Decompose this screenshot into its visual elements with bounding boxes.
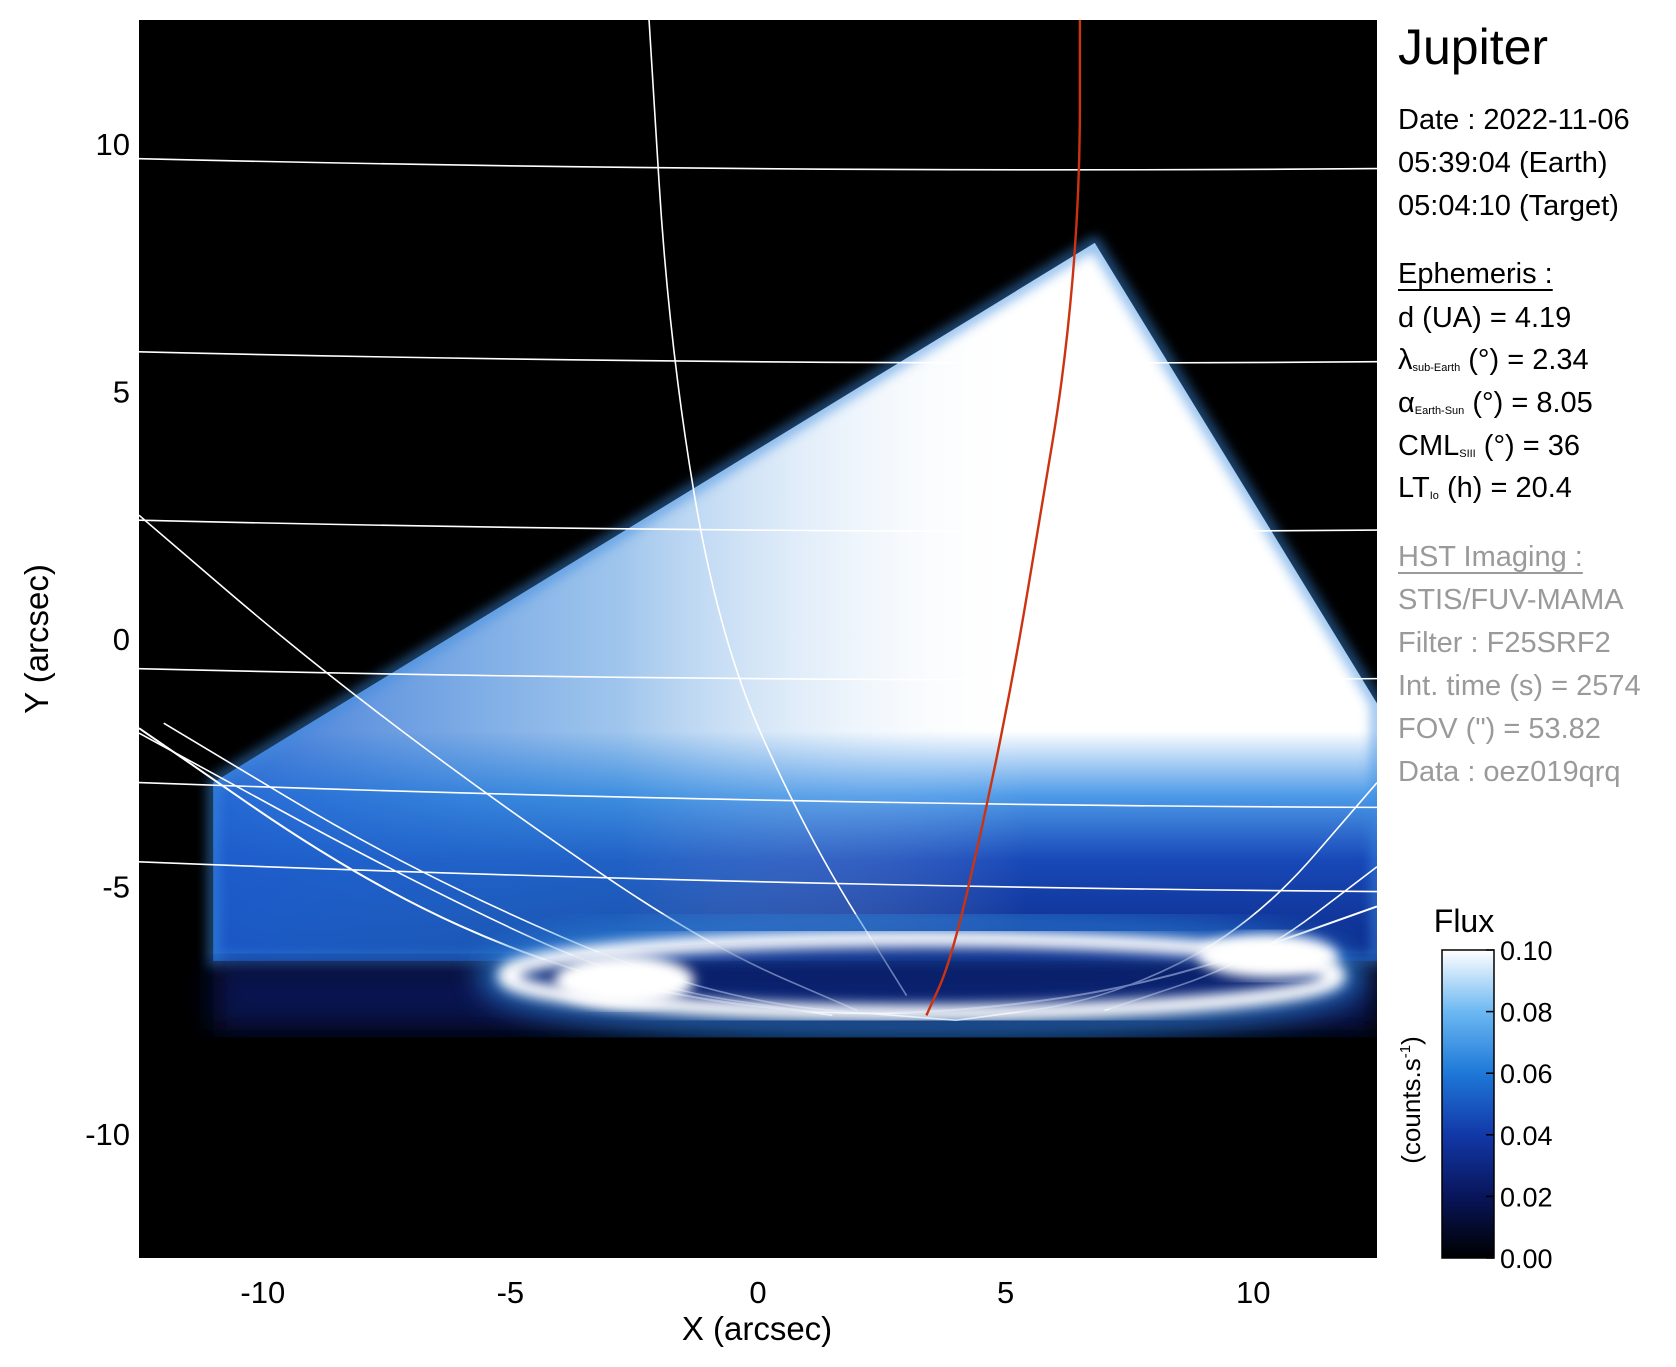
x-tick-label: 0 <box>749 1275 766 1310</box>
auroral-bright-spot-right <box>1198 933 1339 978</box>
ephemeris-distance: d (UA) = 4.19 <box>1398 302 1572 334</box>
auroral-oval-ring <box>497 930 1346 1021</box>
auroral-oval-interior <box>505 938 1338 1013</box>
field-of-view: FOV (") = 53.82 <box>1398 713 1601 745</box>
y-tick-label: 10 <box>96 127 130 162</box>
colorbar-ticks: 0.10 0.08 0.06 0.04 0.02 0.00 <box>1486 936 1553 1274</box>
auroral-bright-spot-left <box>554 954 695 1007</box>
detector-wedge-left-glow <box>213 242 1377 961</box>
x-tick-label: -10 <box>240 1275 285 1310</box>
x-tick-label: 5 <box>997 1275 1014 1310</box>
red-meridian-curve <box>925 20 1082 1016</box>
target-time: 05:04:10 (Target) <box>1398 190 1619 222</box>
y-axis-label: Y (arcsec) <box>18 564 55 714</box>
x-axis-ticks: -10 -5 0 5 10 <box>240 1275 1270 1310</box>
colorbar-tick-label: 0.06 <box>1500 1059 1553 1089</box>
filter: Filter : F25SRF2 <box>1398 627 1611 659</box>
longitude-meridian <box>648 20 908 996</box>
ephemeris-cml: CMLSIII (°) = 36 <box>1398 430 1581 462</box>
colorbar-tick-label: 0.00 <box>1500 1244 1553 1274</box>
instrument: STIS/FUV-MAMA <box>1398 584 1624 616</box>
latitude-circle <box>139 350 1377 364</box>
colorbar-title: Flux <box>1434 903 1494 939</box>
y-tick-label: 5 <box>113 374 130 409</box>
y-tick-label: 0 <box>113 622 130 657</box>
latitude-circle <box>139 667 1377 681</box>
planet-title: Jupiter <box>1398 19 1549 75</box>
x-tick-label: -5 <box>497 1275 525 1310</box>
latitude-circle <box>139 861 1377 893</box>
auroral-oval-halo <box>478 911 1365 1040</box>
x-tick-label: 10 <box>1236 1275 1270 1310</box>
x-axis-label: X (arcsec) <box>682 1310 832 1347</box>
colorbar-tick-label: 0.04 <box>1500 1121 1553 1151</box>
detector-wedge-edge-glow <box>208 235 1377 966</box>
data-id: Data : oez019qrq <box>1398 756 1621 788</box>
colorbar-tick-label: 0.10 <box>1500 936 1553 966</box>
colorbar-tick-label: 0.02 <box>1500 1182 1553 1212</box>
colorbar-unit-label: (counts.s-1) <box>1396 1036 1426 1164</box>
red-meridian-line <box>925 20 1082 1016</box>
colorbar-tick-label: 0.08 <box>1500 998 1553 1028</box>
latitude-circle <box>139 519 1377 533</box>
ephemeris-lt: LTIo (h) = 20.4 <box>1398 472 1572 504</box>
ephemeris-header: Ephemeris : <box>1398 258 1553 290</box>
y-tick-label: -10 <box>85 1117 130 1152</box>
ephemeris-alpha: αEarth-Sun (°) = 8.05 <box>1398 387 1593 419</box>
latitude-circle <box>139 157 1377 171</box>
latitude-circle <box>139 781 1377 809</box>
y-axis-ticks: 10 5 0 -5 -10 <box>85 127 130 1152</box>
colorbar: Flux 0.10 0.08 0.06 0.04 0.02 0.00 (counts.s-… <box>1396 903 1553 1274</box>
ephemeris-lambda: λsub-Earth (°) = 2.34 <box>1398 344 1589 376</box>
hst-header: HST Imaging : <box>1398 541 1583 573</box>
colorbar-gradient <box>1441 949 1495 1259</box>
integration-time: Int. time (s) = 2574 <box>1398 670 1641 702</box>
earth-time: 05:39:04 (Earth) <box>1398 147 1608 179</box>
y-tick-label: -5 <box>102 870 130 905</box>
date-line: Date : 2022-11-06 <box>1398 104 1630 136</box>
auroral-oval <box>478 911 1365 1040</box>
